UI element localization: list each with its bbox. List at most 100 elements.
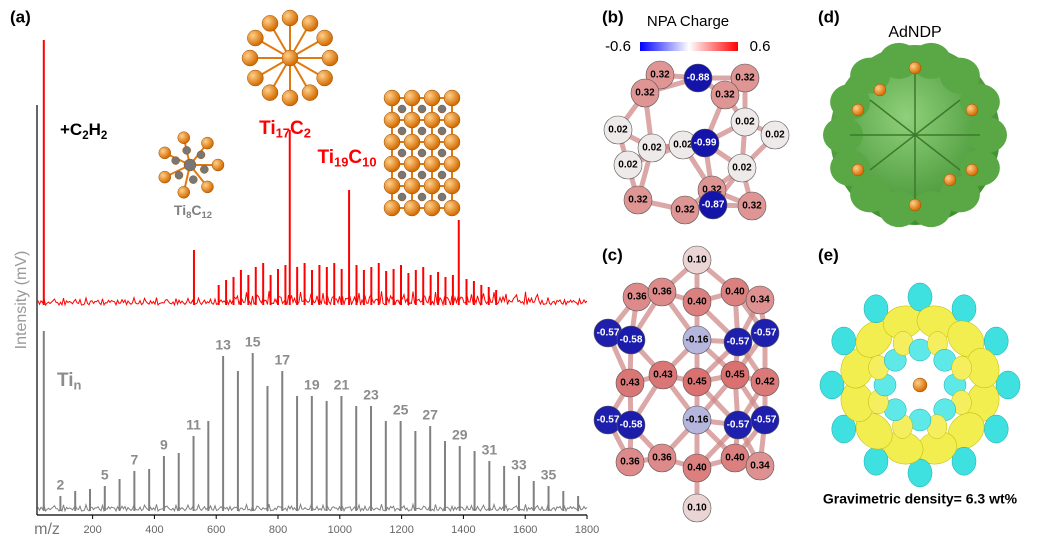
orbital-lobe xyxy=(911,191,952,228)
orbital-lobe xyxy=(939,57,980,94)
atom-icon xyxy=(443,199,461,217)
lobe-cyan xyxy=(831,414,857,444)
annotation: Ti17C2 xyxy=(259,118,311,141)
x-tick-label: 400 xyxy=(145,524,163,536)
atom-charge: 0.32 xyxy=(635,88,655,99)
atom xyxy=(682,287,712,317)
peak-label: 13 xyxy=(215,337,231,353)
atom-charge: 0.42 xyxy=(755,377,775,388)
atom-charge: 0.36 xyxy=(652,453,672,464)
atom xyxy=(720,360,750,390)
atom xyxy=(682,453,712,483)
atom-icon xyxy=(423,177,441,195)
panel-label: (d) xyxy=(818,7,840,26)
x-tick-label: 1600 xyxy=(513,524,537,536)
atom xyxy=(750,318,780,348)
atom-icon xyxy=(403,155,421,173)
text-part: H xyxy=(89,120,101,139)
atom-icon xyxy=(200,165,209,174)
atom-charge: -0.58 xyxy=(620,335,643,346)
atom-icon xyxy=(261,15,279,32)
orbital-lobe xyxy=(959,149,1000,186)
x-tick-label: 200 xyxy=(83,524,101,536)
orbital-lobe xyxy=(823,117,863,153)
atom-icon xyxy=(908,61,922,75)
peak-label: 21 xyxy=(334,377,350,393)
atom-icon xyxy=(171,156,180,165)
atom-icon xyxy=(182,146,191,155)
atom-charge: -0.57 xyxy=(727,337,750,348)
atom xyxy=(682,367,712,397)
atom-charge: -0.57 xyxy=(754,328,777,339)
atom-charge: 0.43 xyxy=(653,370,673,381)
text-part: Ti xyxy=(259,118,276,139)
atom xyxy=(603,115,633,145)
cluster: 0.32 -0.88 0.320.32 0.320.020.02 0.02 -0.990.… xyxy=(603,60,790,225)
atom-charge: 0.10 xyxy=(687,255,707,266)
atom-icon xyxy=(403,111,421,129)
atom-icon xyxy=(383,133,401,151)
atom-icon xyxy=(241,49,259,67)
legend-entry: +C2H2 xyxy=(60,120,107,141)
atom-icon xyxy=(965,103,979,117)
subscript: 10 xyxy=(362,155,376,170)
atom-charge: 0.02 xyxy=(618,160,638,171)
x-tick-label: 1000 xyxy=(328,524,352,536)
atom xyxy=(690,128,720,158)
peak-label: 35 xyxy=(541,467,557,483)
panel-title: AdNDP xyxy=(888,24,941,41)
colorbar xyxy=(640,42,738,51)
atom-icon xyxy=(316,69,333,87)
atom xyxy=(737,191,767,221)
atom-icon xyxy=(443,133,461,151)
peak-label: 7 xyxy=(130,452,138,468)
atom-icon xyxy=(301,15,319,32)
atom xyxy=(647,277,677,307)
atom xyxy=(723,327,753,357)
atom-charge: -0.16 xyxy=(686,335,709,346)
atom-icon xyxy=(417,126,427,136)
atom xyxy=(613,150,643,180)
cluster: 0.10 0.36 0.36 0.40 0.40 0.34 -0.57 -0.58 -0.16 -… xyxy=(593,245,780,523)
atom-charge: 0.34 xyxy=(750,295,770,306)
lobe-cyan xyxy=(907,458,933,488)
atom-charge: 0.40 xyxy=(687,297,707,308)
subscript: 17 xyxy=(276,126,290,141)
atom-icon xyxy=(417,170,427,180)
legend-entry: Tin xyxy=(57,370,82,393)
peak-label: 15 xyxy=(245,334,261,350)
atom-charge: -0.16 xyxy=(686,415,709,426)
atom-charge: 0.34 xyxy=(750,461,770,472)
peak-label: 31 xyxy=(482,442,498,458)
atom-icon xyxy=(281,89,299,107)
atom-icon xyxy=(281,49,299,67)
atom-charge: -0.87 xyxy=(702,200,725,211)
atom-charge: -0.99 xyxy=(694,138,717,149)
atom-charge: 0.40 xyxy=(687,463,707,474)
lobe-cyan xyxy=(863,294,889,324)
atom-icon xyxy=(851,163,865,177)
atom-icon xyxy=(321,49,339,67)
annotation: Ti19C10 xyxy=(318,147,377,170)
caption: Gravimetric density= 6.3 wt% xyxy=(823,491,1018,507)
atom xyxy=(682,405,712,435)
atom-icon xyxy=(261,84,279,101)
atom-icon xyxy=(189,175,198,184)
atom xyxy=(615,447,645,477)
atom-icon xyxy=(437,192,447,202)
colorbar-tick-label: -0.6 xyxy=(605,38,631,55)
atom-charge: 0.02 xyxy=(673,140,693,151)
atom xyxy=(682,245,712,275)
atom-icon xyxy=(423,199,441,217)
atom-icon xyxy=(201,180,214,194)
subscript: n xyxy=(74,378,82,393)
atom-icon xyxy=(423,155,441,173)
atom-charge: -0.57 xyxy=(727,420,750,431)
subscript: 2 xyxy=(304,126,311,141)
atom-icon xyxy=(158,170,172,184)
lobe-yellow xyxy=(951,355,972,381)
atom-charge: -0.57 xyxy=(597,415,620,426)
atom-charge: 0.36 xyxy=(652,287,672,298)
atom-icon xyxy=(383,155,401,173)
peak-label: 17 xyxy=(274,352,290,368)
